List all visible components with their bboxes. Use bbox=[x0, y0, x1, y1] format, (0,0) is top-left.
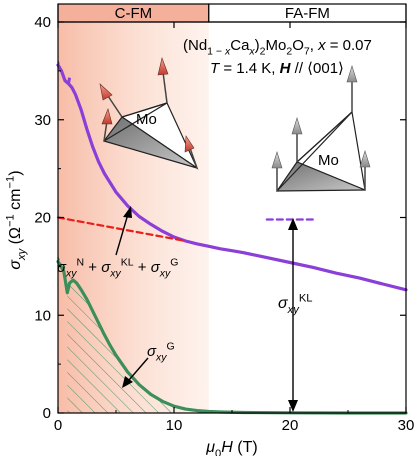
text-part: xy bbox=[287, 304, 301, 316]
annotation-kl: σxyKL bbox=[278, 292, 313, 316]
text-part: G bbox=[170, 257, 178, 269]
text-part: (Nd bbox=[183, 37, 207, 54]
spin-arrow-icon bbox=[359, 149, 371, 190]
text-part: H bbox=[280, 60, 292, 77]
annotation-g: σxyG bbox=[147, 341, 175, 364]
text-part: O bbox=[292, 37, 304, 54]
text-part: cm bbox=[7, 188, 24, 214]
y-tick-label: 30 bbox=[34, 112, 51, 129]
text-part: , bbox=[310, 37, 318, 54]
tetrahedron-cfm: Mo bbox=[99, 56, 199, 170]
text-part: μ bbox=[205, 439, 215, 456]
text-part: + bbox=[134, 259, 151, 276]
text-part: Mo bbox=[266, 37, 287, 54]
text-part: T bbox=[210, 60, 221, 77]
text-part: Ca bbox=[230, 37, 250, 54]
text-part: −1 bbox=[4, 176, 16, 189]
text-part: σ bbox=[57, 259, 67, 276]
spin-arrow-icon bbox=[99, 83, 123, 118]
y-tick-label: 20 bbox=[34, 210, 51, 227]
y-tick-label: 40 bbox=[34, 14, 51, 31]
x-tick-label: 10 bbox=[166, 417, 183, 434]
text-part: xy bbox=[159, 268, 171, 280]
text-part: xy bbox=[16, 247, 28, 261]
text-part: 2 bbox=[286, 46, 292, 58]
region-label: C-FM bbox=[115, 5, 153, 22]
kl-double-arrow bbox=[288, 218, 298, 412]
text-part: 1 − bbox=[207, 46, 225, 58]
text-part: σ bbox=[101, 259, 111, 276]
text-part: 2 bbox=[260, 46, 266, 58]
mo-label: Mo bbox=[318, 152, 339, 169]
text-part: 7 bbox=[304, 46, 310, 58]
text-part: xy bbox=[109, 268, 121, 280]
text-part: (Ω bbox=[7, 227, 24, 249]
pointer-arrow-total bbox=[115, 206, 132, 256]
y-axis-label: σxy (Ω−1 cm−1) bbox=[4, 170, 28, 269]
annotation-total: σxyN + σxyKL + σxyG bbox=[57, 257, 178, 280]
y-tick-label: 10 bbox=[34, 307, 51, 324]
text-part: = 0.07 bbox=[326, 37, 372, 54]
series-lowfield-segment bbox=[57, 257, 65, 272]
spin-arrow-icon bbox=[184, 135, 198, 169]
text-part: σ bbox=[147, 343, 157, 360]
spin-arrow-icon bbox=[346, 64, 358, 112]
region-label: FA-FM bbox=[285, 5, 330, 22]
text-part: x bbox=[224, 46, 231, 58]
text-part: ) bbox=[7, 170, 24, 175]
series-rise bbox=[66, 77, 72, 84]
text-part: σ bbox=[278, 295, 289, 312]
text-part: // ⟨001⟩ bbox=[290, 60, 343, 77]
spin-arrow-icon bbox=[291, 116, 303, 162]
header-line-1: T = 1.4 K, H // ⟨001⟩ bbox=[210, 60, 344, 77]
text-part: x bbox=[317, 37, 326, 54]
header-line-0: (Nd1 − xCax)2Mo2O7, x = 0.07 bbox=[183, 37, 372, 58]
y-tick-label: 0 bbox=[43, 405, 51, 422]
text-part: σ bbox=[151, 259, 161, 276]
series-line-sigma-N-KL-G bbox=[56, 216, 187, 243]
text-part: Mo bbox=[136, 111, 157, 128]
tetrahedron-fafm: Mo bbox=[271, 64, 371, 192]
text-part: KL bbox=[121, 257, 134, 269]
text-part: G bbox=[167, 341, 175, 353]
hatched-area-g bbox=[67, 280, 174, 413]
text-part: xy bbox=[155, 352, 167, 364]
text-part: KL bbox=[299, 292, 313, 304]
text-part: 0 bbox=[215, 448, 221, 456]
text-part: x bbox=[248, 46, 255, 58]
x-tick-label: 20 bbox=[282, 417, 299, 434]
text-part: = 1.4 K, bbox=[219, 60, 279, 77]
text-part: ) bbox=[255, 37, 260, 54]
text-part: H bbox=[221, 439, 233, 456]
x-tick-label: 30 bbox=[398, 417, 415, 434]
text-part: (T) bbox=[233, 439, 258, 456]
series-line-sigma-xy bbox=[56, 63, 408, 292]
mo-label: Mo bbox=[136, 111, 157, 128]
text-part: N bbox=[77, 257, 85, 269]
x-axis-label: μ0H (T) bbox=[205, 439, 257, 456]
text-part: + bbox=[84, 259, 101, 276]
text-part: σ bbox=[7, 259, 24, 270]
spin-arrow-icon bbox=[271, 150, 283, 191]
x-tick-label: 0 bbox=[54, 417, 62, 434]
series-line-sigma-xy-G bbox=[56, 259, 408, 415]
text-part: Mo bbox=[318, 152, 339, 169]
spin-arrow-icon bbox=[101, 108, 113, 142]
text-part: −1 bbox=[4, 214, 16, 227]
pointer-arrow-g bbox=[122, 357, 149, 388]
spin-arrow-icon bbox=[157, 56, 169, 104]
text-part: xy bbox=[65, 268, 77, 280]
